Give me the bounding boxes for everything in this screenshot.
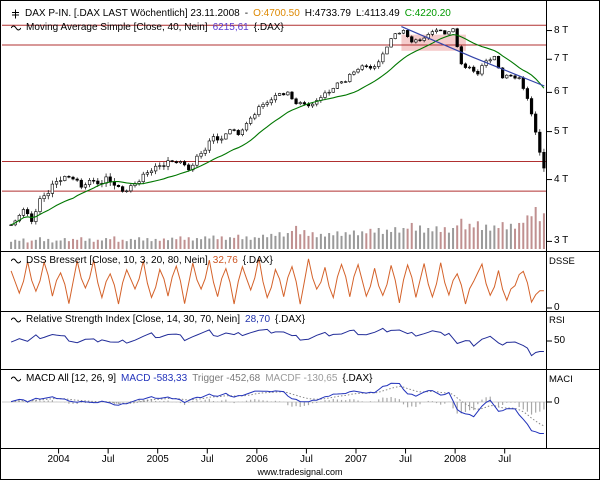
low-value: L:4113.49 (355, 8, 400, 19)
dss-legend: DSS Bressert [Close, 10, 3, 20, 80, Nein… (11, 255, 273, 266)
instrument-title: DAX P-IN. [.DAX LAST Wöchentlich] 23.11.… (25, 8, 240, 19)
rsi-legend: Relative Strength Index [Close, 14, 30, … (11, 314, 305, 325)
macd-label: MACD All [12, 26, 9] (26, 373, 117, 384)
x-axis-label: Jul (399, 454, 412, 465)
ohlc-separator: - (244, 8, 249, 19)
rsi-value: 28,70 (245, 314, 271, 325)
ma-label: Moving Average Simple [Close, 40, Nein] (26, 22, 208, 33)
price-axis-label: 4 T (554, 173, 569, 185)
macd-axis-name: MACI (549, 374, 573, 385)
x-axis-label: Jul (101, 454, 115, 465)
macd-axis-tick: 0 (554, 396, 560, 407)
close-value: C:4220.20 (404, 8, 451, 19)
open-value: O:4700.50 (253, 8, 300, 19)
price-axis-label: 7 T (554, 53, 569, 65)
ma-value: 6215,61 (212, 22, 249, 33)
dss-value: 32,76 (212, 255, 238, 266)
macd-trigger-value: Trigger -452,68 (192, 373, 261, 384)
x-axis-label: 2004 (47, 454, 70, 465)
wave-icon (11, 316, 21, 324)
rsi-symbol-suffix: {.DAX} (275, 314, 306, 325)
watermark: www.tradesignal.com (257, 467, 343, 477)
dss-axis-tick: 0 (554, 302, 560, 313)
price-axis-label: 6 T (554, 86, 569, 98)
dss-axis-name: DSSE (549, 256, 575, 267)
x-axis-label: 2005 (146, 454, 169, 465)
macd-legend: MACD All [12, 26, 9] MACD -583,33 Trigge… (11, 373, 372, 384)
price-legend: DAX P-IN. [.DAX LAST Wöchentlich] 23.11.… (11, 8, 451, 19)
x-axis-label: Jul (200, 454, 214, 465)
rsi-label: Relative Strength Index [Close, 14, 30, … (26, 314, 241, 325)
wave-icon (11, 24, 21, 32)
ma-symbol-suffix: {.DAX} (253, 22, 284, 33)
price-axis-label: 5 T (554, 125, 569, 137)
high-value: H:4733.79 (304, 8, 351, 19)
x-axis-label: 2006 (245, 454, 268, 465)
instrument-icon (11, 9, 20, 19)
x-axis-label: 2007 (344, 454, 368, 465)
dss-label: DSS Bressert [Close, 10, 3, 20, 80, Nein… (26, 255, 208, 266)
rsi-axis-tick: 50 (554, 335, 566, 346)
rsi-axis-name: RSI (549, 315, 565, 326)
wave-icon (11, 375, 21, 383)
x-axis-label: Jul (498, 454, 512, 465)
wave-icon (11, 257, 21, 265)
macd-symbol-suffix: {.DAX} (342, 373, 373, 384)
ma-legend: Moving Average Simple [Close, 40, Nein] … (11, 22, 284, 33)
x-axis-label: Jul (300, 454, 313, 465)
dss-symbol-suffix: {.DAX} (242, 255, 273, 266)
macdf-value: MACDF -130,65 (265, 373, 338, 384)
price-axis-label: 8 T (554, 24, 569, 36)
x-axis-label: 2008 (443, 454, 467, 465)
macd-value: MACD -583,33 (121, 373, 188, 384)
price-axis-label: 3 T (554, 235, 569, 247)
